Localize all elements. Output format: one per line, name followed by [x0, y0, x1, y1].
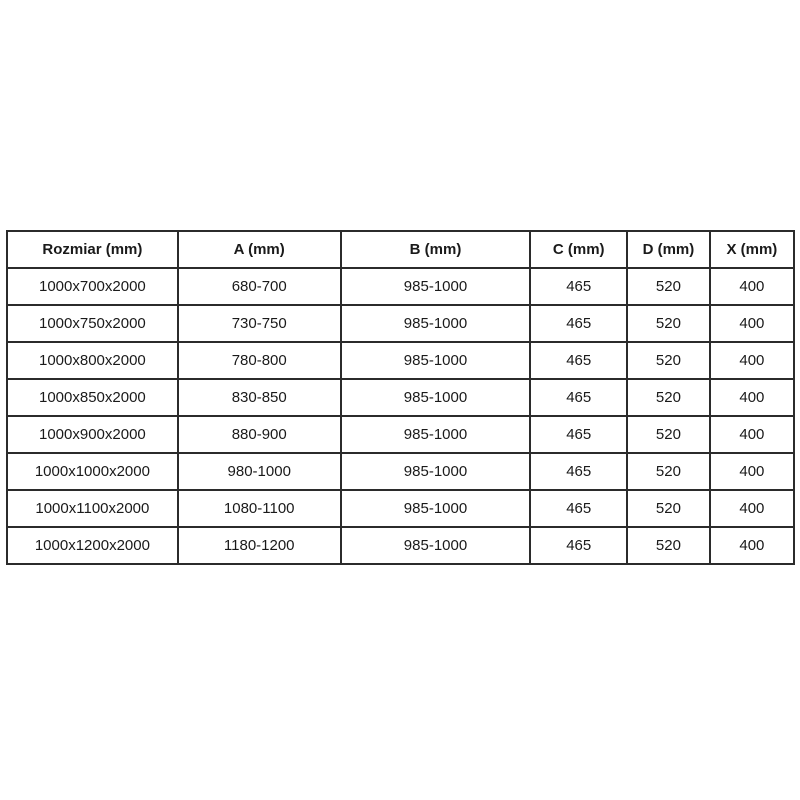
- table-cell: 465: [529, 452, 629, 491]
- table-cell: 520: [626, 267, 711, 306]
- table-cell: 520: [626, 378, 711, 417]
- table-cell: 1000x1200x2000: [6, 526, 179, 565]
- table-row: 1000x900x2000 880-900 985-1000 465 520 400: [6, 415, 796, 454]
- table-row: 1000x1200x2000 1180-1200 985-1000 465 520 400: [6, 526, 796, 565]
- header-cell: A (mm): [176, 230, 342, 269]
- table-cell: 985-1000: [339, 452, 532, 491]
- table-cell: 520: [626, 415, 711, 454]
- table-header-row: Rozmiar (mm) A (mm) B (mm) C (mm) D (mm) X (m…: [6, 230, 796, 269]
- table-cell: 465: [529, 378, 629, 417]
- table-cell: 520: [626, 526, 711, 565]
- table-cell: 830-850: [176, 378, 342, 417]
- table-cell: 465: [529, 267, 629, 306]
- table-cell: 400: [708, 452, 796, 491]
- table-cell: 520: [626, 489, 711, 528]
- table-cell: 985-1000: [339, 526, 532, 565]
- table-cell: 1000x700x2000: [6, 267, 179, 306]
- table-cell: 465: [529, 341, 629, 380]
- table-cell: 465: [529, 489, 629, 528]
- table-cell: 1000x750x2000: [6, 304, 179, 343]
- table-cell: 985-1000: [339, 304, 532, 343]
- table-row: 1000x1000x2000 980-1000 985-1000 465 520 400: [6, 452, 796, 491]
- table-row: 1000x850x2000 830-850 985-1000 465 520 400: [6, 378, 796, 417]
- table-cell: 1000x1100x2000: [6, 489, 179, 528]
- table-cell: 985-1000: [339, 489, 532, 528]
- table-cell: 1000x900x2000: [6, 415, 179, 454]
- table-cell: 680-700: [176, 267, 342, 306]
- table-cell: 980-1000: [176, 452, 342, 491]
- size-spec-table: Rozmiar (mm) A (mm) B (mm) C (mm) D (mm) X (m…: [6, 230, 796, 565]
- table-cell: 400: [708, 267, 796, 306]
- table-row: 1000x750x2000 730-750 985-1000 465 520 400: [6, 304, 796, 343]
- table-cell: 880-900: [176, 415, 342, 454]
- table-row: 1000x1100x2000 1080-1100 985-1000 465 520 400: [6, 489, 796, 528]
- table-body: 1000x700x2000 680-700 985-1000 465 520 400 100…: [6, 267, 796, 565]
- table-cell: 985-1000: [339, 267, 532, 306]
- header-cell: D (mm): [626, 230, 711, 269]
- table-row: 1000x800x2000 780-800 985-1000 465 520 400: [6, 341, 796, 380]
- table-cell: 1000x800x2000: [6, 341, 179, 380]
- table-cell: 520: [626, 304, 711, 343]
- table-cell: 1000x1000x2000: [6, 452, 179, 491]
- table-cell: 400: [708, 415, 796, 454]
- table-row: 1000x700x2000 680-700 985-1000 465 520 400: [6, 267, 796, 306]
- header-cell: C (mm): [529, 230, 629, 269]
- table-cell: 985-1000: [339, 341, 532, 380]
- table-cell: 520: [626, 452, 711, 491]
- table-cell: 985-1000: [339, 415, 532, 454]
- header-cell: X (mm): [708, 230, 796, 269]
- table-cell: 400: [708, 489, 796, 528]
- table-cell: 1000x850x2000: [6, 378, 179, 417]
- table-cell: 985-1000: [339, 378, 532, 417]
- table-cell: 400: [708, 341, 796, 380]
- table-cell: 465: [529, 415, 629, 454]
- table-cell: 780-800: [176, 341, 342, 380]
- table-cell: 400: [708, 378, 796, 417]
- table-cell: 730-750: [176, 304, 342, 343]
- table-cell: 465: [529, 526, 629, 565]
- table-cell: 520: [626, 341, 711, 380]
- table-cell: 400: [708, 526, 796, 565]
- table-cell: 400: [708, 304, 796, 343]
- table-cell: 1080-1100: [176, 489, 342, 528]
- table-cell: 1180-1200: [176, 526, 342, 565]
- header-cell: Rozmiar (mm): [6, 230, 179, 269]
- header-cell: B (mm): [339, 230, 532, 269]
- table-cell: 465: [529, 304, 629, 343]
